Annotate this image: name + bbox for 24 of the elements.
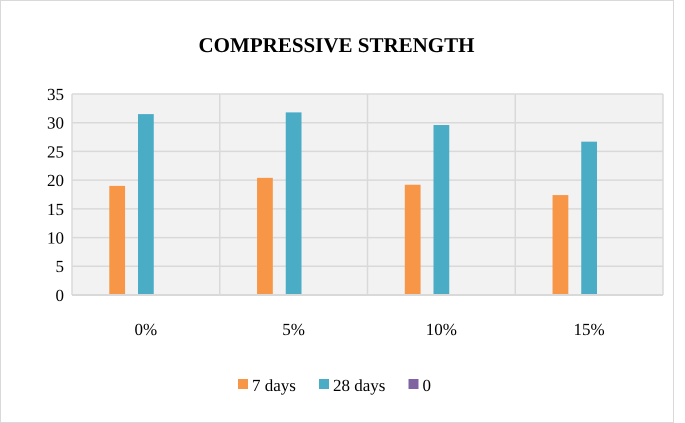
chart-title: COMPRESSIVE STRENGTH	[198, 33, 474, 57]
bar	[552, 195, 568, 295]
legend-label: 7 days	[252, 376, 296, 395]
bar	[138, 114, 154, 295]
bar	[433, 125, 450, 295]
legend-label: 0	[422, 376, 431, 395]
y-tick-label: 0	[56, 286, 64, 305]
legend-label: 28 days	[333, 376, 386, 395]
y-tick-label: 35	[47, 84, 64, 104]
bar	[581, 142, 598, 295]
y-tick-label: 30	[47, 114, 64, 133]
bar	[404, 184, 421, 295]
x-tick-label: 10%	[426, 320, 457, 339]
y-tick-label: 15	[47, 200, 64, 219]
bar	[109, 186, 126, 295]
x-tick-label: 0%	[134, 320, 158, 339]
y-tick-label: 5	[56, 257, 64, 276]
y-tick-label: 20	[47, 171, 64, 190]
y-tick-label: 25	[47, 142, 64, 162]
x-tick-label: 5%	[282, 320, 305, 339]
bar	[257, 178, 273, 295]
bar	[286, 112, 302, 295]
x-tick-label: 15%	[574, 320, 605, 339]
y-tick-label: 10	[47, 228, 64, 248]
